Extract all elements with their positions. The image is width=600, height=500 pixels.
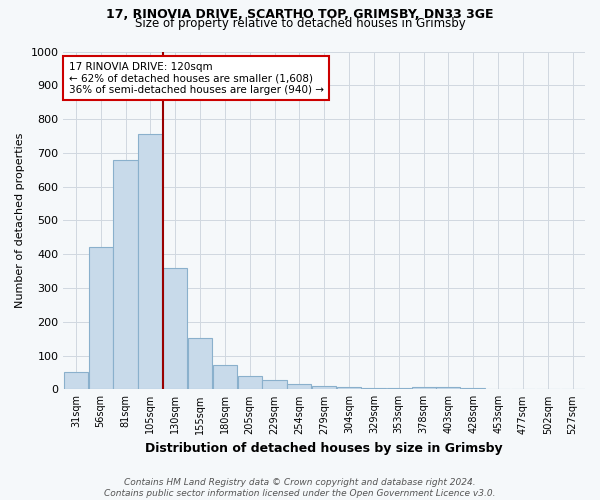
Bar bbox=[139, 134, 163, 390]
Bar bbox=[386, 388, 411, 390]
Bar bbox=[412, 386, 436, 390]
Text: Size of property relative to detached houses in Grimsby: Size of property relative to detached ho… bbox=[134, 18, 466, 30]
Bar bbox=[436, 386, 460, 390]
Text: Contains HM Land Registry data © Crown copyright and database right 2024.
Contai: Contains HM Land Registry data © Crown c… bbox=[104, 478, 496, 498]
Y-axis label: Number of detached properties: Number of detached properties bbox=[15, 132, 25, 308]
Bar bbox=[312, 386, 336, 390]
Bar bbox=[213, 365, 237, 390]
Bar bbox=[337, 386, 361, 390]
Bar bbox=[89, 248, 113, 390]
X-axis label: Distribution of detached houses by size in Grimsby: Distribution of detached houses by size … bbox=[145, 442, 503, 455]
Text: 17 RINOVIA DRIVE: 120sqm
← 62% of detached houses are smaller (1,608)
36% of sem: 17 RINOVIA DRIVE: 120sqm ← 62% of detach… bbox=[68, 62, 323, 95]
Bar bbox=[113, 160, 137, 390]
Bar bbox=[461, 388, 485, 390]
Bar bbox=[287, 384, 311, 390]
Bar bbox=[362, 388, 386, 390]
Text: 17, RINOVIA DRIVE, SCARTHO TOP, GRIMSBY, DN33 3GE: 17, RINOVIA DRIVE, SCARTHO TOP, GRIMSBY,… bbox=[106, 8, 494, 20]
Bar bbox=[262, 380, 287, 390]
Bar bbox=[64, 372, 88, 390]
Bar bbox=[188, 338, 212, 390]
Bar bbox=[238, 376, 262, 390]
Bar bbox=[163, 268, 187, 390]
